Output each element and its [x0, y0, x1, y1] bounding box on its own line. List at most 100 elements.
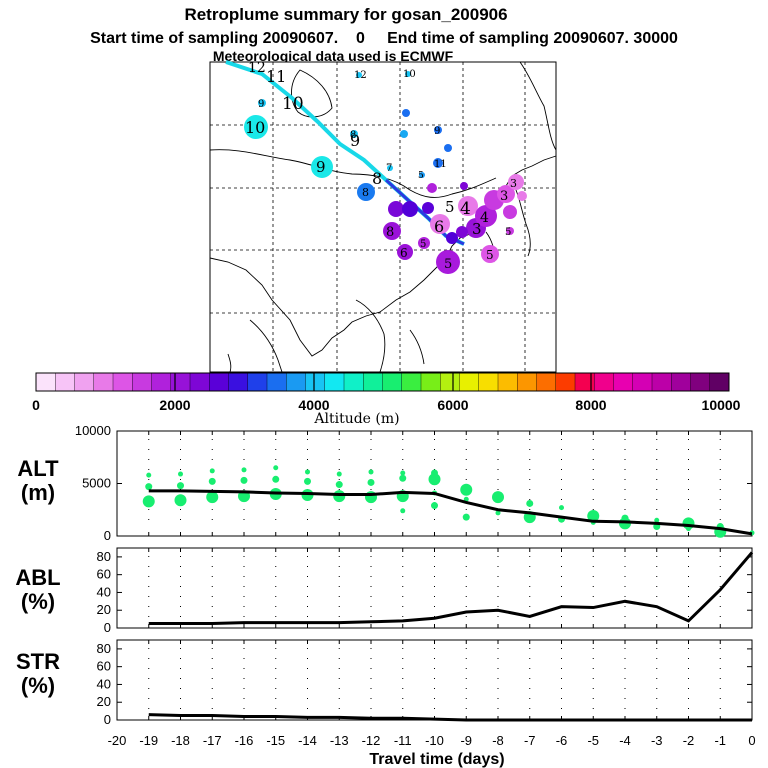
- colorbar-swatch: [343, 372, 364, 392]
- x-tick-label: -11: [394, 733, 412, 748]
- colorbar-swatch: [132, 372, 152, 392]
- plume-circle: [436, 250, 460, 274]
- colorbar-tick: 2000: [159, 397, 190, 413]
- altitude-scatter-point: [460, 483, 473, 496]
- altitude-scatter-point: [146, 472, 152, 478]
- colorbar-swatch: [209, 372, 229, 392]
- colorbar-swatch: [709, 372, 730, 392]
- plume-circle: [434, 126, 442, 134]
- y-tick-label: 0: [104, 712, 111, 727]
- x-tick-label: -9: [460, 733, 472, 748]
- altitude-scatter-point: [686, 526, 691, 532]
- plume-circle: [446, 232, 458, 244]
- colorbar-swatch: [189, 372, 210, 392]
- altitude-scatter-point: [178, 471, 183, 477]
- day-label: 9: [350, 131, 360, 150]
- altitude-scatter-point: [431, 502, 438, 510]
- alt-panel-label: ALT: [17, 456, 59, 481]
- x-axis-title: Travel time (days): [369, 751, 504, 768]
- colorbar-swatch: [690, 372, 711, 392]
- colorbar-tick-labels: 0 2000 4000 6000 8000 10000: [32, 397, 741, 413]
- altitude-scatter-point: [142, 495, 155, 508]
- x-tick-label: -20: [108, 733, 127, 748]
- y-tick-label: 60: [97, 567, 111, 582]
- colorbar-swatch: [459, 372, 480, 392]
- x-tick-label: -6: [556, 733, 568, 748]
- x-tick-label: -15: [266, 733, 285, 748]
- colorbar-swatch: [594, 372, 614, 392]
- day-label: 5: [418, 171, 424, 181]
- day-label: 10: [245, 118, 265, 137]
- plume-circle: [481, 245, 499, 263]
- day-label: 5: [505, 227, 511, 238]
- colorbar-frame: [35, 372, 730, 392]
- plume-circle: [497, 185, 515, 203]
- plume-circle: [475, 205, 497, 227]
- map-frame: [209, 61, 557, 373]
- y-tick-label: 0: [104, 620, 111, 635]
- x-tick-label: -10: [425, 733, 444, 748]
- plume-circle: [430, 214, 450, 234]
- colorbar-swatch: [93, 372, 114, 392]
- altitude-scatter-point: [177, 482, 184, 490]
- altitude-scatter-point: [399, 474, 407, 482]
- day-label: 12: [354, 70, 367, 81]
- colorbar-swatch: [555, 372, 576, 392]
- x-tick-label: -1: [714, 733, 726, 748]
- x-tick-label: -12: [362, 733, 381, 748]
- y-tick-label: 80: [97, 641, 111, 656]
- day-label: 10: [282, 94, 304, 114]
- x-tick-label: -17: [203, 733, 222, 748]
- plume-circle: [244, 115, 268, 139]
- day-label: 5: [420, 239, 426, 250]
- altitude-scatter-point: [559, 505, 564, 511]
- day-label: 7: [386, 163, 392, 174]
- colorbar-swatch: [305, 372, 326, 392]
- altitude-scatter-point: [174, 494, 187, 507]
- plume-circle: [460, 182, 468, 190]
- x-tick-label: -14: [298, 733, 317, 748]
- plume-circle: [506, 227, 514, 235]
- colorbar-swatch: [363, 372, 383, 392]
- altitude-scatter-point: [208, 477, 216, 485]
- day-label: 5: [444, 257, 452, 272]
- colorbar-tick: 6000: [437, 397, 468, 413]
- day-label: 9: [316, 158, 326, 176]
- colorbar-swatch: [74, 372, 95, 392]
- colorbar-swatch: [382, 372, 403, 392]
- day-label: 8: [386, 225, 394, 240]
- altitude-scatter-point: [272, 475, 280, 483]
- colorbar-swatch: [632, 372, 653, 392]
- altitude-scatter-point: [240, 476, 248, 484]
- plume-circle: [356, 72, 362, 78]
- plume-circle: [508, 174, 524, 190]
- colorbar-swatch: [324, 372, 345, 392]
- day-label: 5: [486, 248, 494, 262]
- y-tick-label: 20: [97, 694, 111, 709]
- colorbar-label: Altitude (m): [313, 411, 399, 427]
- altitude-scatter-point: [209, 468, 215, 474]
- day-label: 5: [445, 198, 455, 216]
- series-line: [148, 713, 752, 722]
- day-label: 9: [434, 126, 440, 137]
- trajectory-map: 12 11 10 9 8 10 9 9 8 7 8 12 10 9 11 5 5…: [209, 60, 557, 373]
- day-label: 11: [434, 159, 447, 170]
- plume-cluster-circles: [244, 71, 527, 274]
- y-tick-label: 80: [97, 549, 111, 564]
- trajectory-day-labels: 12 11 10 9 8 10 9 9 8 7 8 12 10 9 11 5 5…: [245, 60, 517, 272]
- x-tick-label: -4: [619, 733, 631, 748]
- altitude-scatter-point: [335, 481, 343, 489]
- colorbar-swatch: [440, 372, 460, 392]
- y-tick-label: 40: [97, 584, 111, 599]
- x-tick-label: -3: [651, 733, 663, 748]
- day-label: 3: [510, 177, 517, 190]
- colorbar-swatch: [420, 372, 441, 392]
- plume-circle: [427, 183, 437, 193]
- str-panel-unit: (%): [21, 673, 55, 698]
- y-tick-label: 5000: [82, 476, 111, 491]
- altitude-scatter-point: [400, 470, 406, 476]
- altitude-scatter-point: [305, 469, 310, 475]
- plume-circle: [456, 226, 468, 238]
